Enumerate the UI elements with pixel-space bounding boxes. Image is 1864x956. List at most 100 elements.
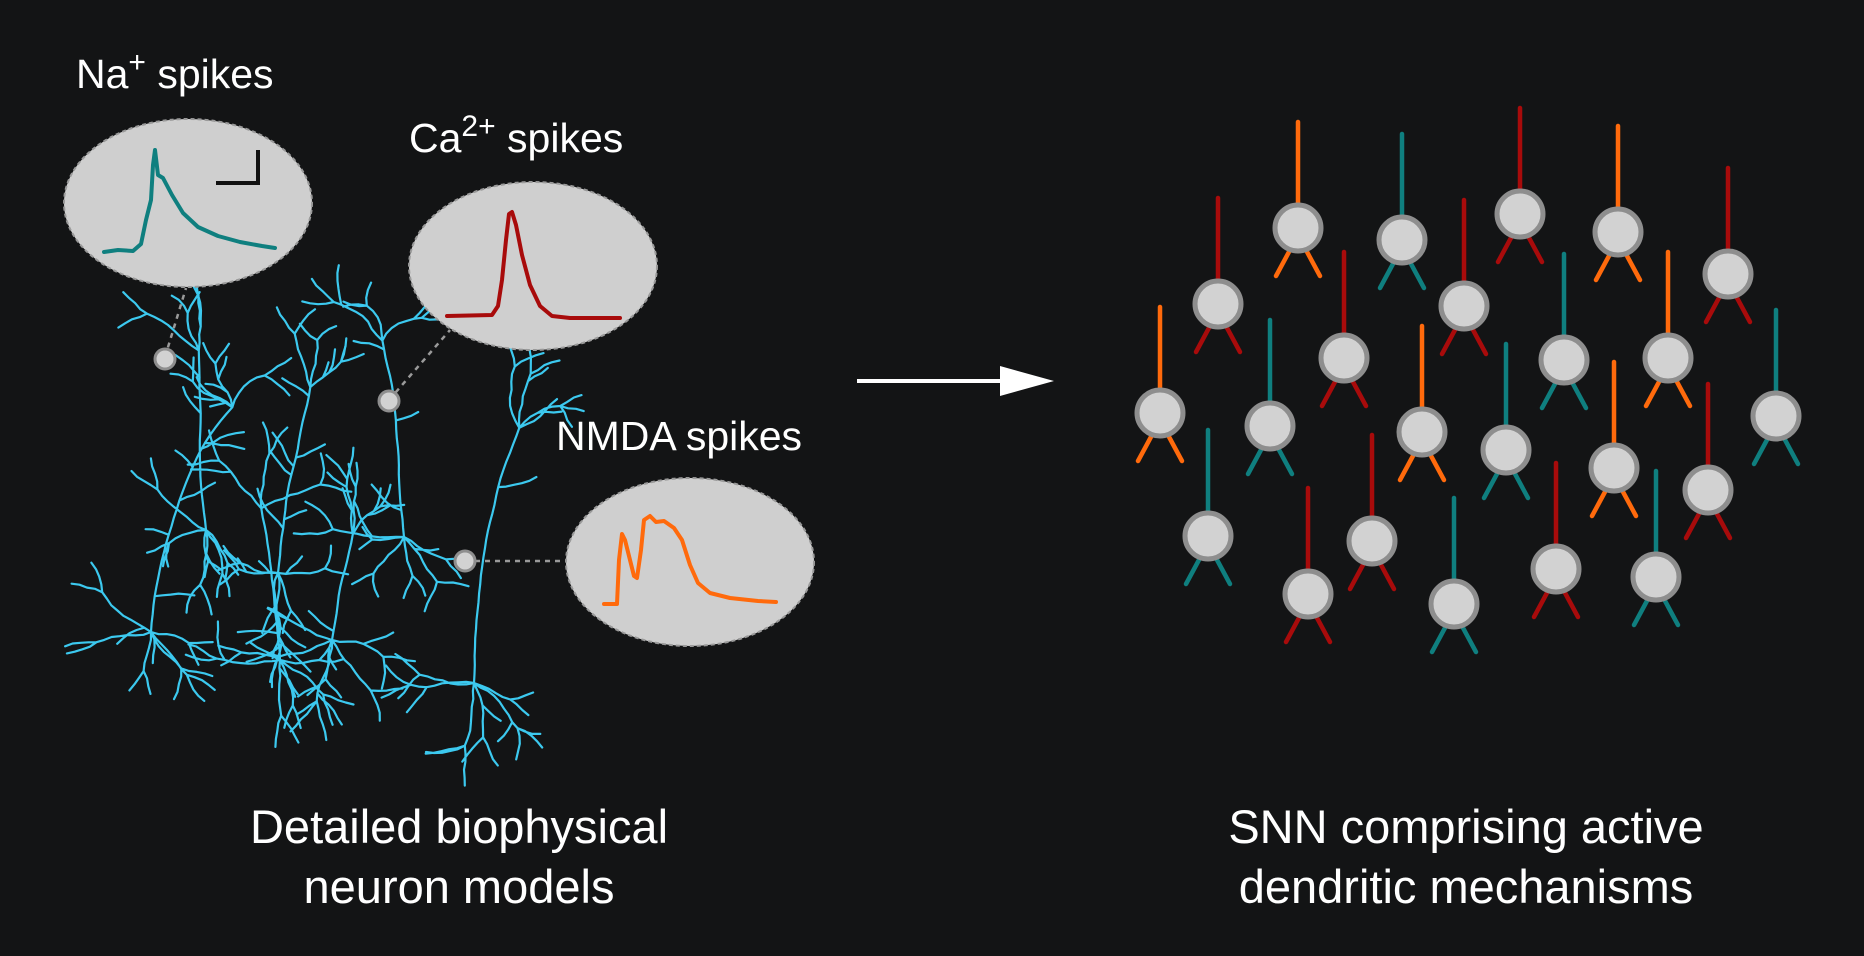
right-caption-line1: SNN comprising active [1228, 800, 1704, 853]
soma [1630, 551, 1682, 603]
basal-dendrite [1593, 251, 1613, 283]
snn-neuron [1376, 131, 1428, 291]
nmda-spikes-label: NMDA spikes [556, 413, 803, 459]
basal-dendrite [1683, 509, 1703, 541]
basal-dendrite [1427, 451, 1447, 483]
basal-dendrite [1561, 588, 1581, 620]
recording-site-na [153, 347, 177, 371]
basal-dendrite [1623, 251, 1643, 283]
basal-dendrite [1213, 555, 1233, 587]
soma [1438, 280, 1490, 332]
soma [1244, 400, 1296, 452]
basal-dendrite [1193, 323, 1213, 355]
basal-dendrite [1319, 377, 1339, 409]
left-caption-line2: neuron models [303, 860, 615, 913]
snn-neuron [1272, 119, 1324, 279]
nmda-spike-inset [565, 477, 815, 647]
basal-dendrite [1713, 509, 1733, 541]
snn-neuron [1702, 165, 1754, 325]
snn-neuron [1346, 432, 1398, 592]
basal-dendrite [1673, 377, 1693, 409]
snn-neuron [1682, 381, 1734, 541]
soma [1192, 278, 1244, 330]
soma [1642, 332, 1694, 384]
basal-dendrite [1397, 451, 1417, 483]
basal-dendrite [1733, 293, 1753, 325]
soma [1480, 424, 1532, 476]
recording-sites [153, 347, 477, 573]
soma [1282, 568, 1334, 620]
basal-dendrite [1619, 487, 1639, 519]
basal-dendrite [1511, 469, 1531, 501]
basal-dendrite [1525, 233, 1545, 265]
na-spike-inset [63, 118, 313, 288]
na-spikes-label: Na+ spikes [76, 46, 274, 97]
dendrite-arbor [63, 262, 585, 787]
snn-neuron [1428, 495, 1480, 655]
snn-neuron [1134, 304, 1186, 464]
basal-dendrite [1495, 233, 1515, 265]
right-caption: SNN comprising active dendritic mechanis… [1166, 797, 1766, 917]
basal-dendrite [1781, 435, 1801, 467]
basal-dendrite [1439, 325, 1459, 357]
ca-spike-inset [408, 181, 658, 351]
soma [1346, 515, 1398, 567]
basal-dendrite [1703, 293, 1723, 325]
basal-dendrite [1377, 259, 1397, 291]
soma [1428, 578, 1480, 630]
basal-dendrite [1407, 259, 1427, 291]
basal-dendrite [1661, 596, 1681, 628]
soma [1588, 442, 1640, 494]
soma [1376, 214, 1428, 266]
basal-dendrite [1643, 377, 1663, 409]
right-caption-line2: dendritic mechanisms [1238, 860, 1694, 913]
transition-arrow [857, 366, 1054, 396]
basal-dendrite [1569, 379, 1589, 411]
basal-dendrite [1273, 247, 1293, 279]
snn-neuron [1538, 251, 1590, 411]
snn-network [1134, 105, 1802, 655]
snn-neuron [1244, 317, 1296, 477]
basal-dendrite [1531, 588, 1551, 620]
snn-neuron [1750, 307, 1802, 467]
basal-dendrite [1481, 469, 1501, 501]
snn-neuron [1192, 195, 1244, 355]
basal-dendrite [1377, 560, 1397, 592]
neuron-morphology [63, 262, 585, 787]
basal-dendrite [1275, 445, 1295, 477]
snn-neuron [1396, 323, 1448, 483]
soma [1682, 464, 1734, 516]
soma [1494, 188, 1546, 240]
basal-dendrite [1347, 560, 1367, 592]
basal-dendrite [1429, 623, 1449, 655]
basal-dendrite [1183, 555, 1203, 587]
snn-neuron [1588, 359, 1640, 519]
snn-neuron [1642, 249, 1694, 409]
basal-dendrite [1135, 432, 1155, 464]
soma [1134, 387, 1186, 439]
soma [1318, 332, 1370, 384]
snn-neuron [1182, 427, 1234, 587]
basal-dendrite [1539, 379, 1559, 411]
recording-connectors [163, 287, 566, 563]
recording-site-ca [377, 389, 401, 413]
recording-site-nmda [453, 549, 477, 573]
snn-neuron [1318, 249, 1370, 409]
basal-dendrite [1349, 377, 1369, 409]
snn-neuron [1530, 460, 1582, 620]
snn-neuron [1282, 485, 1334, 645]
soma [1592, 206, 1644, 258]
soma [1396, 406, 1448, 458]
basal-dendrite [1631, 596, 1651, 628]
left-caption-line1: Detailed biophysical [249, 800, 669, 853]
soma [1272, 202, 1324, 254]
soma [1750, 390, 1802, 442]
snn-neuron [1592, 123, 1644, 283]
basal-dendrite [1469, 325, 1489, 357]
basal-dendrite [1165, 432, 1185, 464]
soma [1530, 543, 1582, 595]
left-caption: Detailed biophysical neuron models [159, 797, 759, 917]
basal-dendrite [1313, 613, 1333, 645]
basal-dendrite [1223, 323, 1243, 355]
